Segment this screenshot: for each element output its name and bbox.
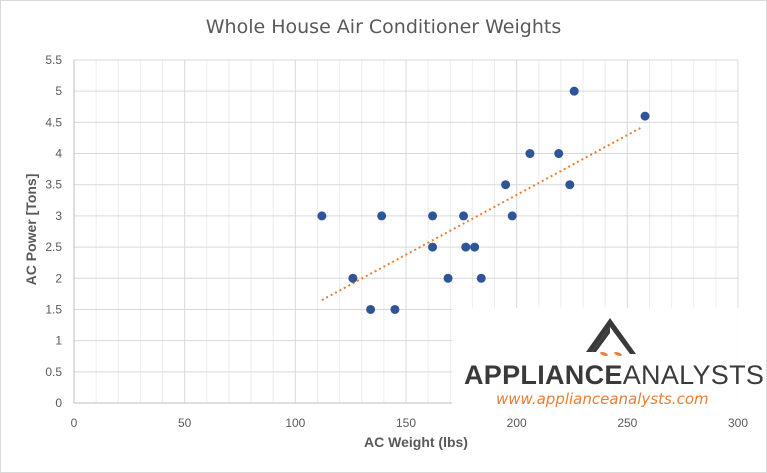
y-tick-label: 0	[55, 396, 62, 410]
y-tick-label: 2.5	[45, 240, 62, 254]
y-tick-label: 2	[55, 271, 62, 285]
y-axis-label: AC Power [Tons]	[23, 174, 39, 286]
y-tick-label: 1.5	[45, 302, 62, 316]
brand-url: www.applianceanalysts.com	[496, 390, 709, 408]
x-tick-label: 100	[285, 416, 305, 430]
y-tick-label: 3	[55, 209, 62, 223]
y-tick-label: 4.5	[45, 115, 62, 129]
data-point	[565, 180, 575, 190]
data-point	[428, 211, 438, 221]
y-tick-label: 5	[55, 84, 62, 98]
data-point	[317, 211, 327, 221]
data-point	[428, 242, 438, 252]
y-tick-label: 5.5	[45, 53, 62, 67]
x-tick-label: 50	[178, 416, 192, 430]
data-point	[377, 211, 387, 221]
data-point	[459, 211, 469, 221]
data-point	[443, 273, 453, 283]
data-point	[507, 211, 517, 221]
data-point	[569, 86, 579, 96]
y-tick-label: 1	[55, 334, 62, 348]
x-axis-label: AC Weight (lbs)	[364, 434, 468, 450]
mountain-logo-icon	[586, 318, 636, 357]
x-tick-label: 200	[507, 416, 527, 430]
chart-title: Whole House Air Conditioner Weights	[205, 16, 562, 38]
data-point	[461, 242, 471, 252]
appliance-analysts-watermark: APPLIANCEANALYSTS www.applianceanalysts.…	[452, 308, 764, 412]
y-tick-label: 3.5	[45, 178, 62, 192]
data-point	[470, 242, 480, 252]
linear-trendline	[321, 125, 644, 301]
data-point	[390, 304, 400, 314]
data-point	[554, 149, 564, 159]
y-tick-label: 4	[55, 147, 62, 161]
x-tick-label: 250	[617, 416, 637, 430]
data-point	[476, 273, 486, 283]
data-point	[501, 180, 511, 190]
data-point	[525, 149, 535, 159]
x-tick-label: 300	[728, 416, 748, 430]
brand-name-light: ANALYSTS	[622, 360, 765, 390]
x-tick-label: 0	[71, 416, 78, 430]
data-point	[640, 111, 650, 121]
brand-name: APPLIANCEANALYSTS	[464, 360, 764, 391]
x-tick-label: 150	[396, 416, 416, 430]
data-point	[366, 304, 376, 314]
data-point	[348, 273, 358, 283]
y-tick-label: 0.5	[45, 365, 62, 379]
brand-name-bold: APPLIANCE	[464, 360, 623, 390]
